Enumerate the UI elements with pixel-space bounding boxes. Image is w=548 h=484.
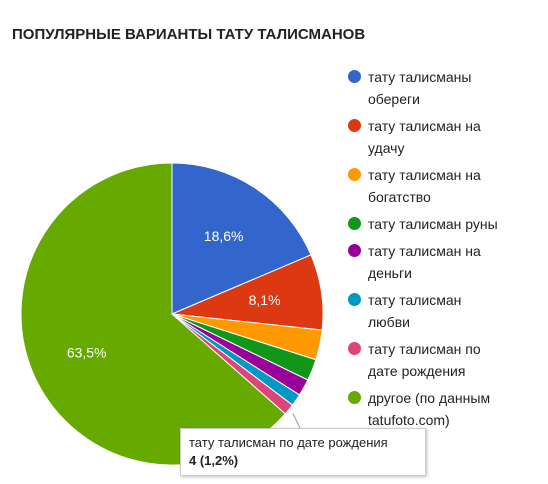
legend-label: тату талисманы обереги [368, 69, 472, 107]
legend-item[interactable]: тату талисман по дате рождения [348, 338, 543, 382]
legend: тату талисманы обереги тату талисман на у… [348, 66, 543, 436]
pie-slice[interactable] [171, 162, 312, 315]
legend-swatch [348, 70, 361, 83]
legend-swatch [348, 293, 361, 306]
legend-item[interactable]: тату талисман на деньги [348, 240, 543, 284]
legend-label: тату талисман по дате рождения [368, 341, 481, 379]
slice-label: 63,5% [67, 345, 107, 361]
tooltip-label: тату талисман по дате рождения [189, 435, 388, 450]
legend-label: тату талисман на удачу [368, 118, 481, 156]
tooltip: тату талисман по дате рождения 4 (1,2%) [180, 428, 426, 476]
legend-label: тату талисман на деньги [368, 243, 481, 281]
legend-label: тату талисман любви [368, 292, 462, 330]
slice-label: 18,6% [204, 228, 244, 244]
legend-swatch [348, 168, 361, 181]
legend-label: тату талисман на богатство [368, 167, 481, 205]
legend-item[interactable]: тату талисман руны [348, 213, 543, 235]
chart-title: ПОПУЛЯРНЫЕ ВАРИАНТЫ ТАТУ ТАЛИСМАНОВ [12, 26, 366, 43]
legend-swatch [348, 391, 361, 404]
slice-label: 8,1% [249, 292, 281, 308]
legend-item[interactable]: тату талисман на удачу [348, 115, 543, 159]
legend-item[interactable]: тату талисман на богатство [348, 164, 543, 208]
legend-swatch [348, 217, 361, 230]
legend-swatch [348, 342, 361, 355]
legend-item[interactable]: тату талисманы обереги [348, 66, 543, 110]
legend-item[interactable]: другое (по данным tatufoto.com) [348, 387, 543, 431]
legend-label: другое (по данным tatufoto.com) [368, 390, 491, 428]
legend-swatch [348, 244, 361, 257]
legend-swatch [348, 119, 361, 132]
tooltip-leader-line [292, 413, 301, 429]
legend-label: тату талисман руны [368, 216, 498, 232]
legend-item[interactable]: тату талисман любви [348, 289, 543, 333]
tooltip-value: 4 (1,2%) [189, 453, 239, 468]
